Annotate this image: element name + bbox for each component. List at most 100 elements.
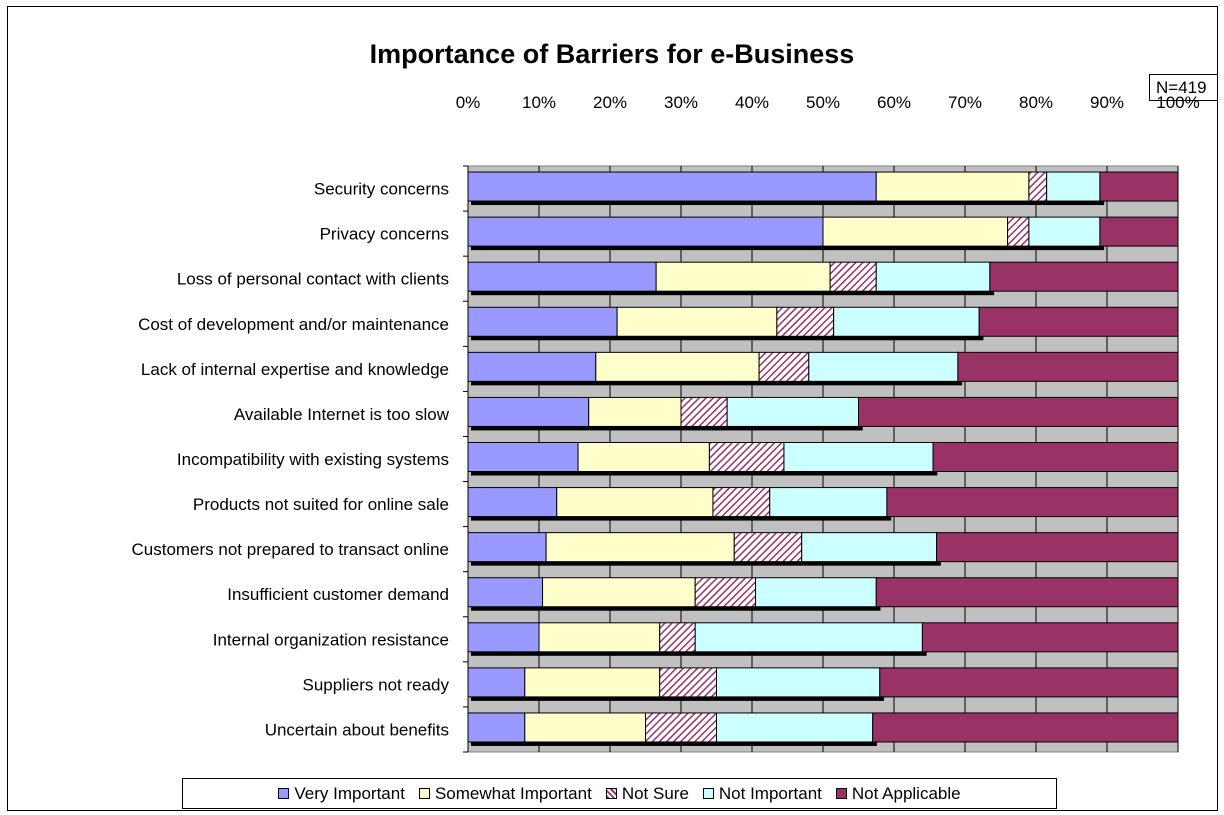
legend-swatch [418, 788, 430, 799]
category-label: Insufficient customer demand [227, 585, 449, 604]
bar-shadow [471, 426, 863, 431]
bar-segment [886, 487, 1179, 518]
bar-segment [769, 487, 888, 518]
bar-segment [659, 667, 718, 698]
bar-segment [716, 667, 881, 698]
bar-segment [556, 487, 714, 518]
bar-segment [577, 442, 710, 472]
bar-segment [783, 442, 934, 472]
bar-segment [776, 306, 835, 337]
bar-shadow [471, 516, 892, 521]
legend-label: Not Applicable [851, 783, 961, 803]
bar-segment [467, 667, 526, 698]
legend-item: Somewhat Important [418, 784, 592, 804]
bar-segment [659, 622, 696, 653]
bar-segment [957, 351, 1179, 382]
category-label: Uncertain about benefits [265, 720, 449, 739]
bar-segment [858, 396, 1179, 427]
bar-segment [708, 442, 785, 472]
bar-segment [936, 532, 1179, 563]
category-label: Cost of development and/or maintenance [138, 315, 449, 334]
bar-segment [595, 351, 760, 382]
legend-item: Not Applicable [835, 783, 961, 804]
bar-segment [1099, 216, 1179, 247]
bar-segment [616, 306, 778, 337]
bar-segment [545, 532, 735, 563]
bar-segment [932, 442, 1179, 472]
legend-item: Very Important [278, 784, 405, 804]
bar-shadow [471, 291, 995, 296]
bar-segment [524, 667, 661, 698]
x-tick-label: 20% [593, 93, 627, 112]
category-label: Incompatibility with existing systems [177, 450, 449, 469]
bar-segment [645, 712, 717, 743]
bar-segment [712, 487, 771, 518]
x-tick-label: 70% [948, 93, 982, 112]
bar-segment [758, 351, 810, 382]
bar-segment [467, 577, 544, 608]
bar-segment [588, 396, 682, 427]
legend-label: Not Important [718, 783, 822, 803]
bar-segment [680, 396, 728, 427]
bar-segment [467, 487, 558, 518]
x-tick-label: 40% [735, 93, 769, 112]
x-tick-label: 30% [664, 93, 698, 112]
bar-segment [467, 532, 547, 563]
category-labels: Security concerns Privacy concerns Loss of… [131, 180, 449, 740]
bar-segment [978, 306, 1179, 337]
bar-segment [467, 622, 540, 653]
legend-label: Very Important [294, 783, 405, 803]
bar-segment [694, 577, 757, 608]
legend-item: Not Important [702, 783, 822, 804]
bar-segment [694, 622, 923, 653]
x-axis-ticks: 0% 10% 20% 30% 40% 50% 60% 70% 80% 90% 100% [456, 93, 1200, 112]
bar-segment [829, 261, 877, 292]
legend-item: Not Sure [605, 783, 689, 804]
bar-segment [808, 351, 959, 382]
category-label: Loss of personal contact with clients [177, 270, 449, 289]
bar-segment [1099, 171, 1179, 202]
bar-shadow [471, 381, 963, 386]
bar-shadow [471, 246, 1105, 251]
bar-segment [538, 622, 661, 653]
legend-swatch [278, 788, 290, 799]
bar-segment [1028, 216, 1101, 247]
x-tick-label: 100% [1156, 93, 1199, 112]
bar-shadow [471, 471, 938, 476]
bars [467, 171, 1179, 746]
bar-segment [467, 351, 597, 382]
bar-segment [801, 532, 938, 563]
bar-segment [733, 532, 803, 563]
bar-segment [726, 396, 860, 427]
legend: Very Important Somewhat Important Not Sure… [182, 778, 1057, 809]
bar-shadow [471, 741, 877, 746]
bar-segment [655, 261, 831, 292]
legend-swatch [835, 788, 847, 799]
bar-segment [467, 261, 657, 292]
bar-shadow [471, 561, 941, 566]
category-label: Suppliers not ready [303, 675, 450, 694]
bar-segment [989, 261, 1179, 292]
legend-swatch [702, 788, 714, 799]
bar-segment [879, 667, 1179, 698]
bar-shadow [471, 606, 881, 611]
bar-segment [921, 622, 1179, 653]
x-tick-label: 90% [1090, 93, 1124, 112]
bar-segment [524, 712, 646, 743]
bar-segment [1028, 171, 1048, 202]
x-tick-label: 10% [522, 93, 556, 112]
bar-shadow [471, 696, 885, 701]
x-tick-label: 80% [1019, 93, 1053, 112]
bar-segment [716, 712, 874, 743]
bar-segment [1007, 216, 1030, 247]
bar-segment [467, 396, 590, 427]
bar-segment [755, 577, 877, 608]
category-label: Products not suited for online sale [193, 495, 449, 514]
legend-label: Not Sure [621, 783, 689, 803]
bar-segment [467, 306, 618, 337]
bar-segment [875, 261, 991, 292]
x-tick-label: 0% [456, 93, 481, 112]
bar-segment [833, 306, 980, 337]
category-label: Security concerns [314, 180, 449, 199]
category-label: Customers not prepared to transact onlin… [131, 540, 449, 559]
